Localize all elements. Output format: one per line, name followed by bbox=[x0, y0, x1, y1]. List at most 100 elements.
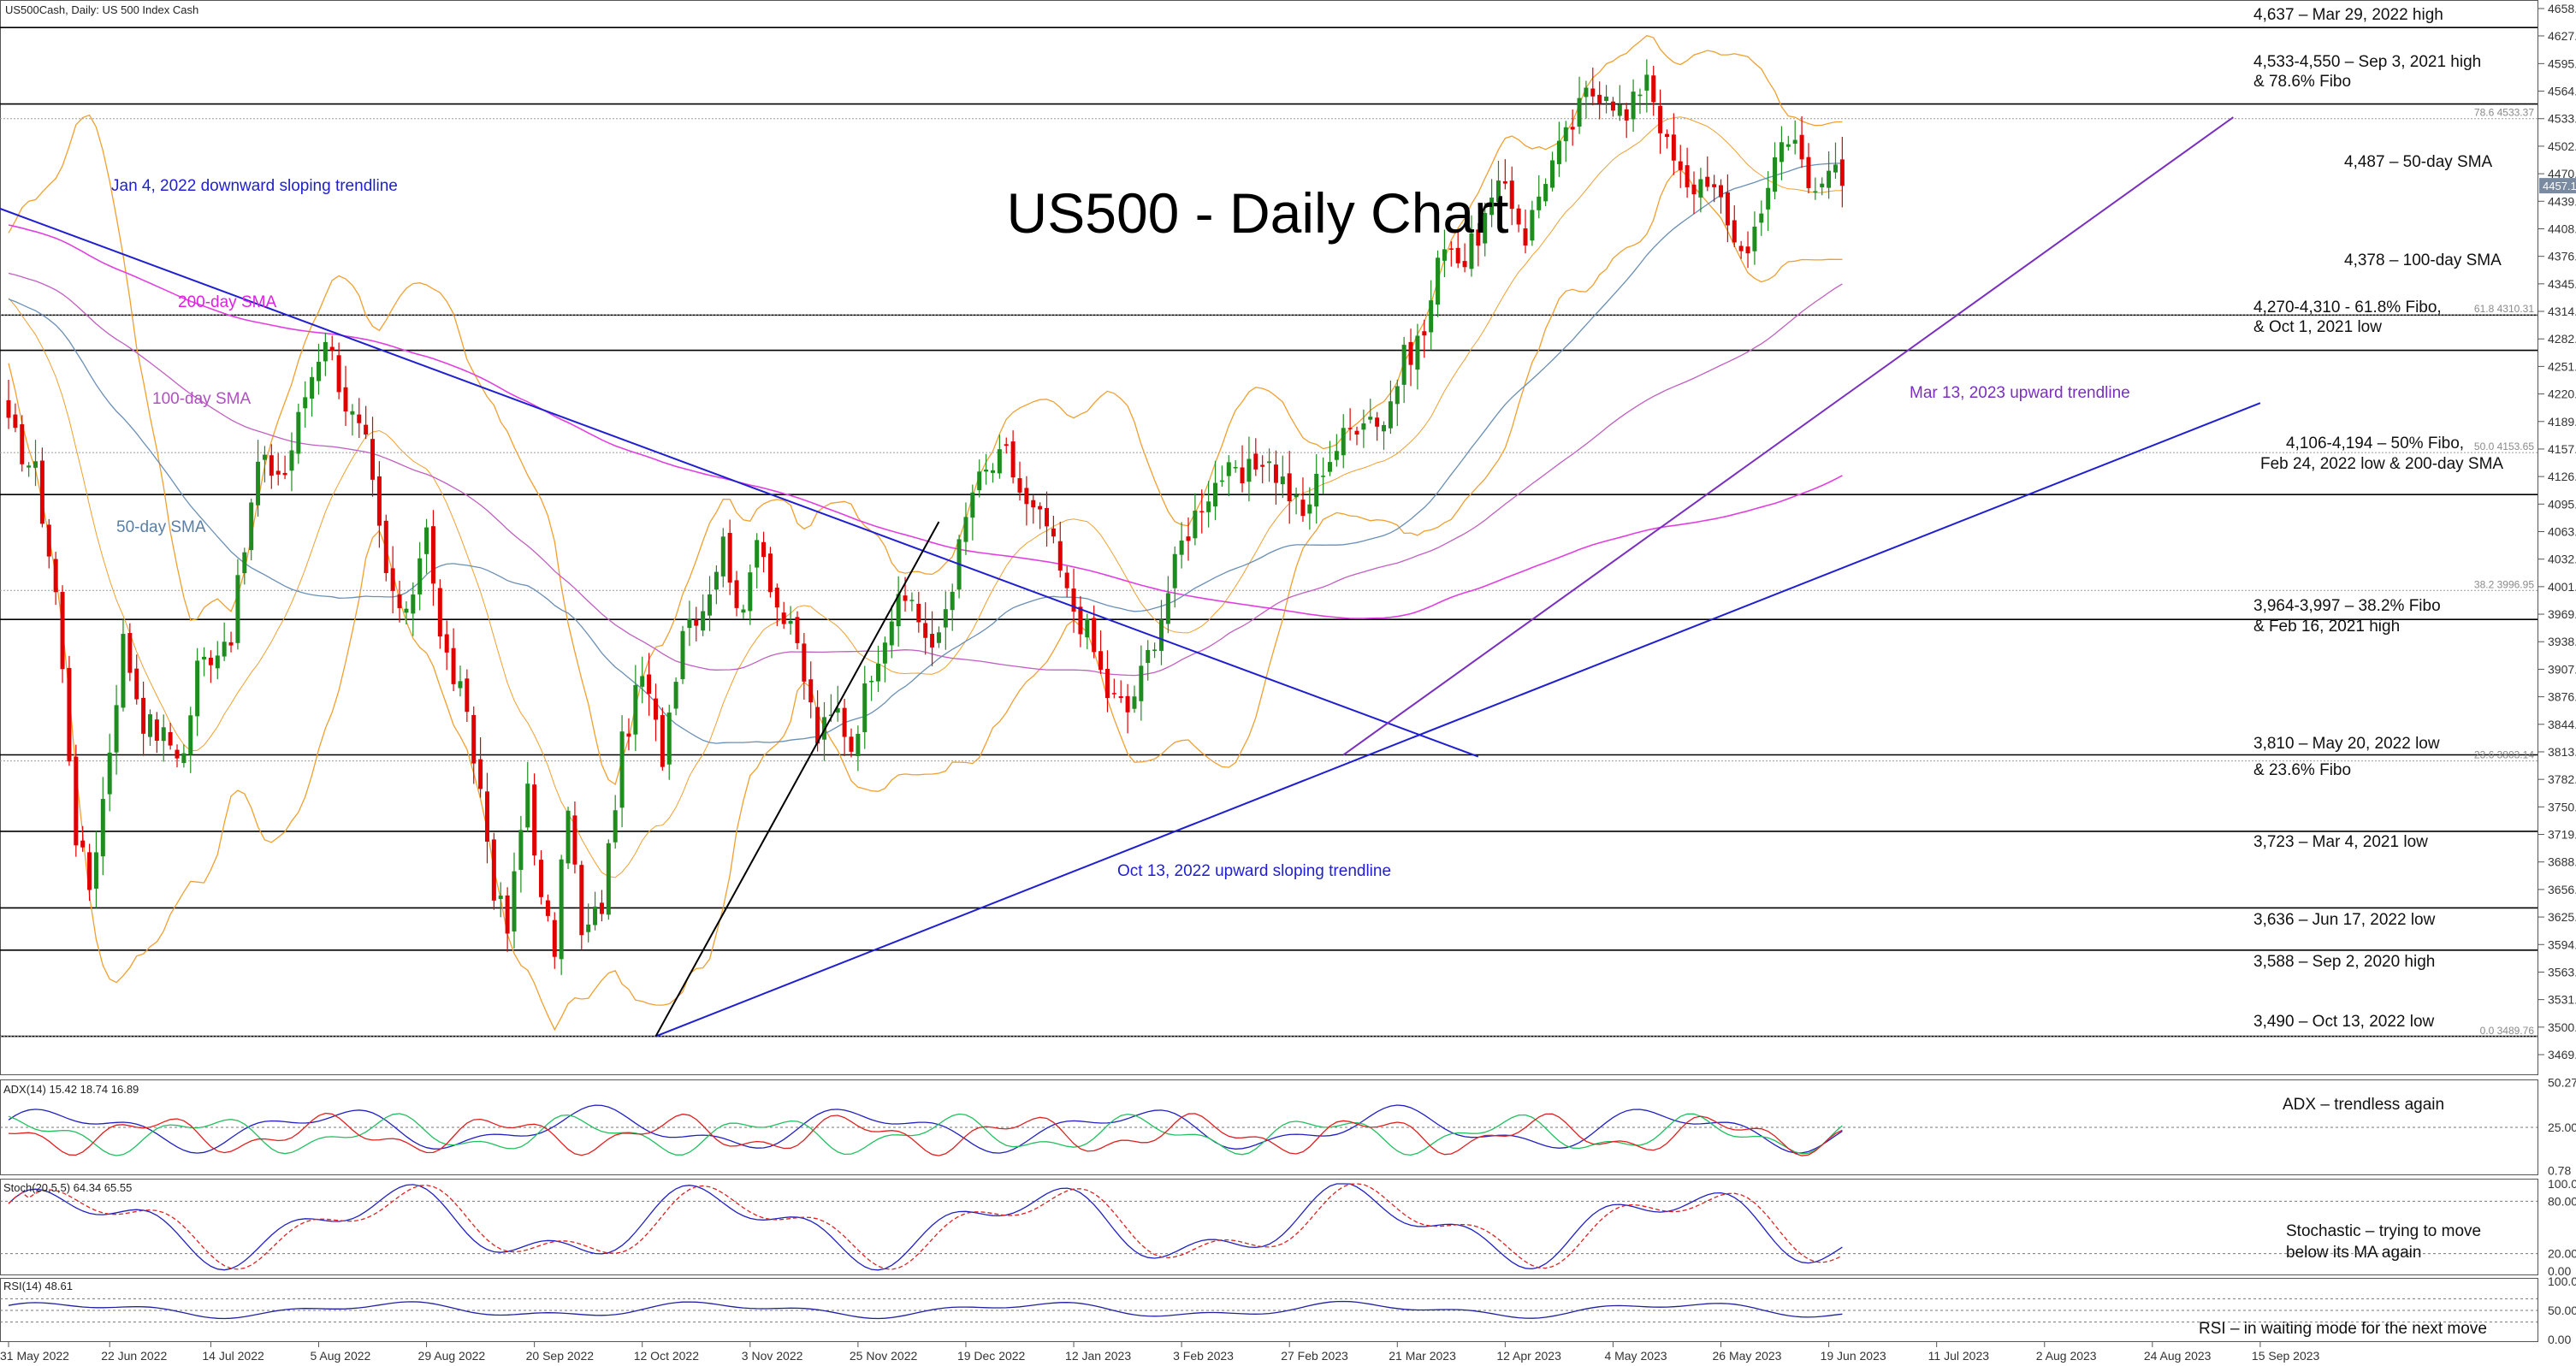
candle-body bbox=[1165, 593, 1170, 624]
candle bbox=[761, 531, 767, 572]
candle-body bbox=[33, 461, 38, 468]
candle-body bbox=[1476, 229, 1481, 246]
candle bbox=[465, 669, 470, 723]
candle bbox=[1766, 171, 1771, 231]
candle bbox=[154, 712, 159, 754]
candle-body bbox=[545, 900, 550, 916]
annotation-4106-4194: 4,106-4,194 – 50% Fibo, bbox=[2286, 435, 2464, 452]
rsi-values-label: RSI(14) 48.61 bbox=[3, 1280, 73, 1292]
candle bbox=[876, 645, 881, 693]
price-tick-label: 3594.34 bbox=[2548, 937, 2576, 951]
candle-body bbox=[1219, 480, 1224, 482]
candle-body bbox=[619, 731, 625, 808]
candle-body bbox=[1375, 417, 1380, 427]
candle-body bbox=[1556, 140, 1561, 164]
candle-body bbox=[1382, 424, 1387, 432]
annotation-50-day-sma: 50-day SMA bbox=[116, 518, 206, 536]
candle-body bbox=[1658, 105, 1663, 133]
candle bbox=[127, 623, 133, 682]
stoch-annotation-line1: Stochastic – trying to move bbox=[2286, 1222, 2481, 1240]
candle bbox=[67, 655, 72, 766]
candle bbox=[673, 677, 678, 716]
candle bbox=[1476, 222, 1481, 267]
candle-body bbox=[336, 355, 341, 393]
candle bbox=[1206, 481, 1211, 528]
candle-body bbox=[222, 642, 227, 657]
candle-body bbox=[1590, 88, 1596, 97]
candle-body bbox=[1577, 98, 1582, 127]
candle bbox=[1186, 517, 1191, 561]
candle-body bbox=[828, 714, 833, 717]
candle bbox=[916, 591, 921, 633]
candle-body bbox=[539, 860, 544, 897]
candle bbox=[1429, 280, 1434, 350]
price-tick-label: 4001.24 bbox=[2548, 580, 2576, 594]
candle bbox=[1502, 159, 1507, 190]
candle-body bbox=[1537, 196, 1542, 210]
candle-body bbox=[896, 594, 901, 627]
horizontal-levels bbox=[0, 27, 2538, 1038]
candle-body bbox=[289, 450, 294, 471]
candle-body bbox=[1543, 184, 1549, 202]
candle bbox=[121, 619, 126, 712]
candle bbox=[1745, 231, 1750, 269]
candle-body bbox=[1469, 233, 1474, 269]
candle bbox=[1597, 81, 1602, 120]
candle-body bbox=[343, 387, 348, 411]
candle bbox=[430, 510, 435, 606]
candle bbox=[404, 600, 409, 625]
candle-body bbox=[767, 553, 773, 593]
candle-body bbox=[1725, 192, 1730, 226]
candle-body bbox=[1745, 246, 1750, 254]
candle bbox=[411, 582, 416, 636]
candle bbox=[512, 852, 517, 949]
candle bbox=[1799, 115, 1804, 169]
price-panel bbox=[0, 0, 2538, 1075]
candle-body bbox=[1287, 473, 1292, 502]
candle bbox=[444, 620, 449, 671]
candle bbox=[1199, 489, 1205, 534]
candle bbox=[963, 502, 968, 555]
candle bbox=[1267, 448, 1272, 482]
candle-body bbox=[1031, 500, 1036, 508]
candle-body bbox=[673, 682, 678, 709]
candle-body bbox=[350, 411, 355, 415]
candle-body bbox=[781, 612, 786, 624]
candle-body bbox=[411, 594, 416, 614]
candle bbox=[1422, 319, 1427, 358]
trendlines bbox=[0, 116, 2261, 1038]
candle-body bbox=[626, 733, 631, 737]
candle bbox=[1388, 380, 1393, 435]
date-tick-label: 24 Aug 2023 bbox=[2144, 1349, 2212, 1363]
candle bbox=[1158, 600, 1164, 665]
candle bbox=[1530, 200, 1535, 246]
candle-body bbox=[208, 657, 213, 665]
candle bbox=[53, 552, 58, 606]
annotation-feb-2021-high: & Feb 16, 2021 high bbox=[2253, 618, 2400, 636]
sma-50-line bbox=[8, 163, 1843, 744]
rsi-annotation: RSI – in waiting mode for the next move bbox=[2199, 1320, 2487, 1338]
candle-body bbox=[1705, 176, 1710, 187]
candle-body bbox=[498, 896, 503, 899]
candle bbox=[1495, 160, 1501, 210]
candle-body bbox=[1206, 501, 1211, 512]
candle-body bbox=[1078, 606, 1083, 635]
candle bbox=[990, 463, 995, 483]
candle-body bbox=[1099, 651, 1104, 670]
candle-body bbox=[566, 810, 571, 864]
candle bbox=[666, 704, 672, 780]
candle bbox=[1071, 568, 1076, 633]
candle-body bbox=[417, 558, 423, 594]
candle bbox=[1678, 145, 1683, 188]
candle bbox=[1104, 650, 1110, 713]
candle bbox=[46, 518, 51, 569]
candle-body bbox=[1664, 133, 1669, 138]
candle-body bbox=[1678, 161, 1683, 170]
candle-body bbox=[1111, 693, 1116, 695]
candle-body bbox=[357, 414, 362, 423]
candle-body bbox=[1152, 649, 1158, 652]
candle-body bbox=[1233, 467, 1238, 469]
candle bbox=[1024, 476, 1029, 526]
candle bbox=[364, 405, 369, 440]
